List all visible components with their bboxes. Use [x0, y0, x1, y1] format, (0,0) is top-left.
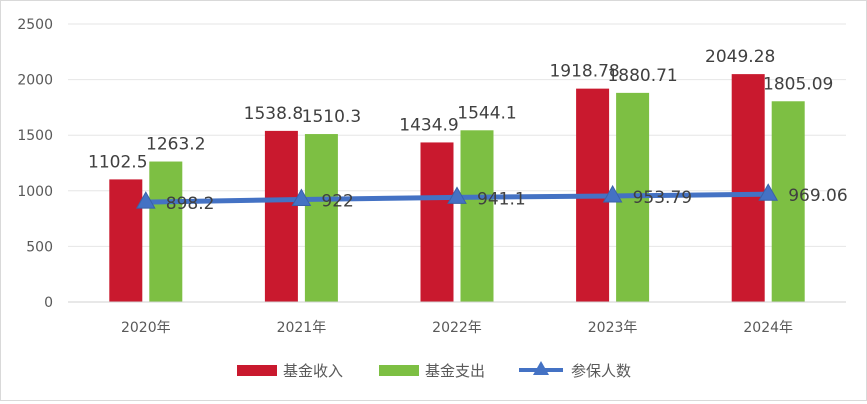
legend-swatch [379, 365, 419, 376]
bar-基金支出 [304, 134, 338, 302]
x-tick-label: 2022年 [432, 320, 482, 336]
line-point-marker [447, 186, 467, 204]
x-tick-label: 2024年 [743, 320, 793, 336]
line-point-marker [758, 183, 779, 201]
x-tick-label: 2020年 [121, 320, 171, 336]
bar-基金支出 [460, 130, 494, 302]
legend: 基金收入 基金支出 参保人数 [237, 361, 631, 380]
bar-基金收入 [420, 142, 454, 302]
line-series [135, 183, 779, 209]
bar-基金支出 [771, 101, 805, 303]
bar-data-label: 1102.5 [88, 152, 147, 172]
y-tick-label: 1500 [17, 128, 53, 144]
bar-基金支出 [149, 161, 183, 302]
bar-data-label: 1263.2 [146, 135, 205, 155]
line-data-label: 922 [321, 191, 353, 211]
gridlines [68, 23, 846, 247]
line-data-label: 953.79 [633, 188, 692, 208]
y-tick-label: 2000 [17, 73, 53, 89]
x-tick-label: 2021年 [277, 320, 327, 336]
line-point-marker [291, 188, 312, 206]
y-tick-label: 1000 [17, 184, 53, 200]
legend-label: 基金收入 [283, 362, 343, 380]
bar-data-label: 2049.28 [705, 47, 775, 67]
bar-data-label: 1805.09 [763, 74, 833, 94]
y-tick-label: 500 [26, 239, 53, 255]
x-axis: 2020年 2021年 2022年 2023年 2024年 [68, 301, 846, 336]
legend-label: 参保人数 [571, 362, 631, 380]
bar-data-label: 1880.71 [607, 66, 677, 86]
bar-data-label: 1510.3 [302, 107, 361, 127]
bar-data-label: 1544.1 [457, 103, 516, 123]
data-labels: 1102.5 1538.8 1434.9 1918.78 2049.28 1263.2 15… [88, 47, 848, 214]
y-tick-label: 2500 [17, 17, 53, 33]
bar-data-label: 1434.9 [399, 115, 458, 135]
bar-data-label: 1538.8 [244, 104, 303, 124]
line-data-label: 969.06 [788, 186, 847, 206]
bar-基金收入 [264, 130, 298, 302]
line-data-label: 898.2 [166, 194, 215, 214]
bar-基金收入 [109, 179, 143, 302]
y-axis: 0 500 1000 1500 2000 2500 [17, 17, 53, 311]
y-tick-label: 0 [44, 295, 53, 311]
x-tick-label: 2023年 [588, 320, 638, 336]
legend-label: 基金支出 [425, 362, 485, 380]
line-data-label: 941.1 [477, 189, 526, 209]
line-point-marker [602, 184, 623, 203]
bar-data-label: 1918.78 [549, 62, 619, 82]
legend-swatch [237, 365, 277, 376]
bar-基金收入 [731, 74, 765, 303]
legend-marker [533, 361, 549, 375]
line-point-marker [135, 191, 156, 209]
